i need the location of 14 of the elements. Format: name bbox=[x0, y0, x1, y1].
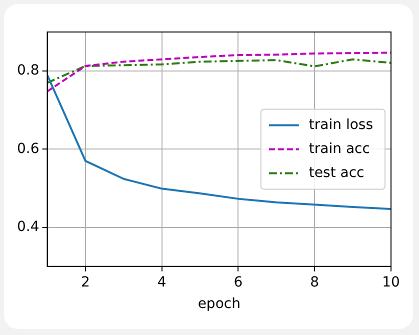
x-axis-title: epoch bbox=[198, 296, 240, 312]
legend-label: train loss bbox=[308, 116, 374, 133]
x-tick-label: 2 bbox=[80, 274, 90, 290]
y-tick-label: 0.6 bbox=[17, 140, 40, 157]
x-tick-label: 4 bbox=[157, 274, 166, 290]
x-tick-label: 10 bbox=[382, 274, 400, 290]
line-series bbox=[47, 58, 391, 84]
legend-label: train acc bbox=[308, 140, 370, 157]
x-tick-label: 6 bbox=[234, 274, 243, 290]
line-series bbox=[47, 52, 391, 92]
x-tick-label: 8 bbox=[310, 274, 320, 290]
y-tick-label: 0.4 bbox=[17, 218, 40, 235]
y-tick-label: 0.8 bbox=[17, 62, 40, 79]
legend-label: test acc bbox=[308, 164, 364, 181]
